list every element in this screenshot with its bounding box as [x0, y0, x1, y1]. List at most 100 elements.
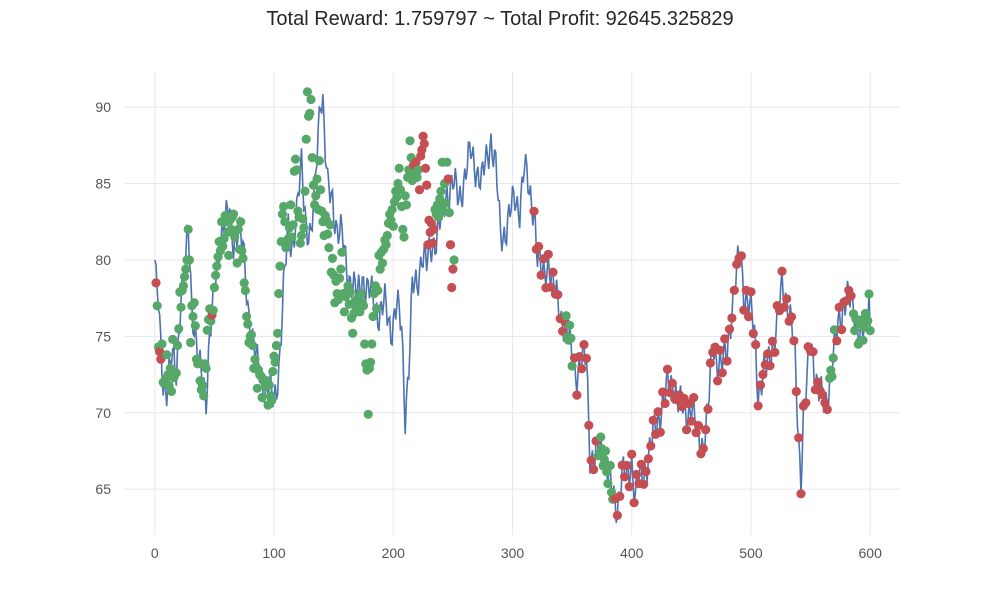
buy-marker	[236, 217, 246, 227]
sell-marker	[722, 356, 732, 366]
buy-marker	[242, 311, 252, 322]
buy-marker	[401, 200, 411, 210]
buy-marker	[237, 246, 247, 256]
sell-marker	[151, 278, 161, 288]
buy-marker	[270, 357, 280, 367]
buy-marker	[248, 340, 258, 351]
sell-marker	[155, 347, 165, 357]
sell-marker	[693, 421, 704, 431]
sell-marker	[791, 386, 801, 397]
sell-marker	[729, 285, 739, 295]
buy-marker	[172, 340, 183, 351]
buy-marker	[209, 282, 219, 293]
sell-marker	[801, 398, 811, 408]
sell-marker	[612, 510, 623, 520]
buy-marker	[271, 340, 281, 351]
buy-marker	[312, 174, 322, 184]
buy-marker	[864, 289, 874, 299]
buy-marker	[212, 261, 222, 271]
buy-marker	[250, 354, 260, 364]
sell-marker	[579, 340, 589, 350]
x-tick-label: 100	[262, 545, 286, 561]
buy-marker	[441, 198, 451, 208]
sell-marker	[846, 291, 856, 301]
buy-marker	[561, 311, 571, 321]
buy-marker	[565, 320, 575, 330]
sell-marker	[751, 340, 761, 350]
sell-marker	[445, 240, 456, 250]
buy-marker	[189, 298, 199, 308]
sell-marker	[724, 324, 735, 334]
sell-marker	[586, 455, 596, 465]
sell-marker	[572, 390, 582, 400]
buy-marker	[366, 357, 376, 367]
sell-marker	[796, 489, 806, 499]
buy-marker	[298, 214, 308, 224]
buy-marker	[202, 325, 212, 335]
buy-marker	[267, 395, 277, 406]
sell-marker	[643, 454, 654, 464]
buy-marker	[292, 165, 302, 175]
buy-marker	[829, 325, 840, 335]
sell-marker	[789, 336, 799, 346]
buy-marker	[381, 240, 391, 250]
sell-marker	[713, 376, 723, 386]
sell-marker	[641, 466, 651, 477]
buy-marker	[327, 253, 338, 263]
sell-marker	[615, 491, 625, 501]
sell-marker	[620, 472, 630, 482]
y-tick-label: 80	[95, 252, 111, 268]
buy-marker	[828, 353, 838, 363]
sell-marker	[744, 312, 754, 322]
x-tick-label: 200	[382, 545, 406, 561]
buy-marker	[306, 94, 316, 105]
buy-marker	[348, 328, 358, 338]
buy-marker	[315, 185, 326, 195]
buy-marker	[324, 243, 334, 253]
sell-marker	[717, 368, 727, 378]
buy-marker	[858, 335, 868, 345]
buy-marker	[274, 289, 284, 299]
buy-marker	[394, 163, 404, 173]
y-tick-label: 75	[95, 328, 111, 344]
buy-marker	[224, 250, 234, 260]
sell-marker	[662, 364, 673, 374]
buy-marker	[865, 326, 875, 336]
sell-marker	[553, 290, 563, 300]
sell-marker	[546, 282, 556, 292]
y-tick-label: 65	[95, 481, 111, 497]
sell-marker	[639, 479, 649, 489]
buy-marker	[199, 391, 209, 401]
buy-marker	[335, 273, 345, 283]
buy-marker	[323, 229, 333, 239]
x-tick-label: 500	[739, 545, 763, 561]
sell-marker	[727, 313, 737, 323]
x-tick-label: 400	[620, 545, 644, 561]
sell-marker	[667, 378, 677, 388]
buy-marker	[596, 432, 606, 442]
buy-marker	[305, 108, 315, 118]
sell-marker	[736, 251, 747, 261]
sell-marker	[703, 404, 713, 414]
sell-marker	[622, 460, 632, 471]
buy-marker	[252, 383, 262, 393]
buy-marker	[388, 221, 398, 231]
buy-marker	[603, 478, 613, 489]
sell-marker	[777, 266, 787, 276]
sell-marker	[636, 459, 646, 469]
sell-marker	[660, 398, 670, 409]
sell-marker	[419, 139, 429, 149]
buy-marker	[257, 392, 267, 403]
sell-marker	[701, 425, 711, 435]
buy-marker	[238, 253, 248, 263]
buy-marker	[863, 316, 873, 326]
buy-marker	[358, 301, 369, 311]
sell-marker	[443, 174, 453, 184]
grid	[125, 72, 900, 535]
sell-marker	[808, 347, 818, 357]
buy-marker	[300, 186, 310, 196]
buy-marker	[279, 201, 289, 212]
x-tick-label: 300	[501, 545, 525, 561]
buy-marker	[373, 285, 383, 296]
buy-marker	[302, 87, 312, 97]
